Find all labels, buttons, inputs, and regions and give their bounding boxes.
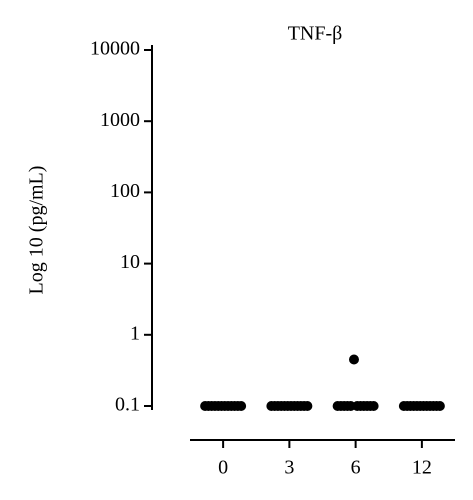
- x-tick-label: 3: [284, 457, 294, 479]
- y-tick-label: 10000: [90, 38, 140, 60]
- y-tick-label: 10: [120, 251, 140, 273]
- dot: [348, 354, 359, 365]
- dot: [302, 401, 313, 411]
- y-tick-label: 1: [130, 322, 140, 344]
- x-tick-label: 6: [351, 457, 361, 479]
- dot: [434, 401, 445, 411]
- dot: [236, 401, 247, 411]
- x-tick-label: 12: [412, 457, 432, 479]
- dot: [368, 401, 379, 411]
- y-tick-label: 0.1: [115, 394, 140, 416]
- chart-title: TNF-β: [288, 23, 343, 45]
- y-axis-label: Log 10 (pg/mL): [26, 166, 48, 295]
- y-tick-label: 100: [110, 180, 140, 202]
- y-tick-label: 1000: [100, 109, 140, 131]
- x-tick-label: 0: [218, 457, 228, 479]
